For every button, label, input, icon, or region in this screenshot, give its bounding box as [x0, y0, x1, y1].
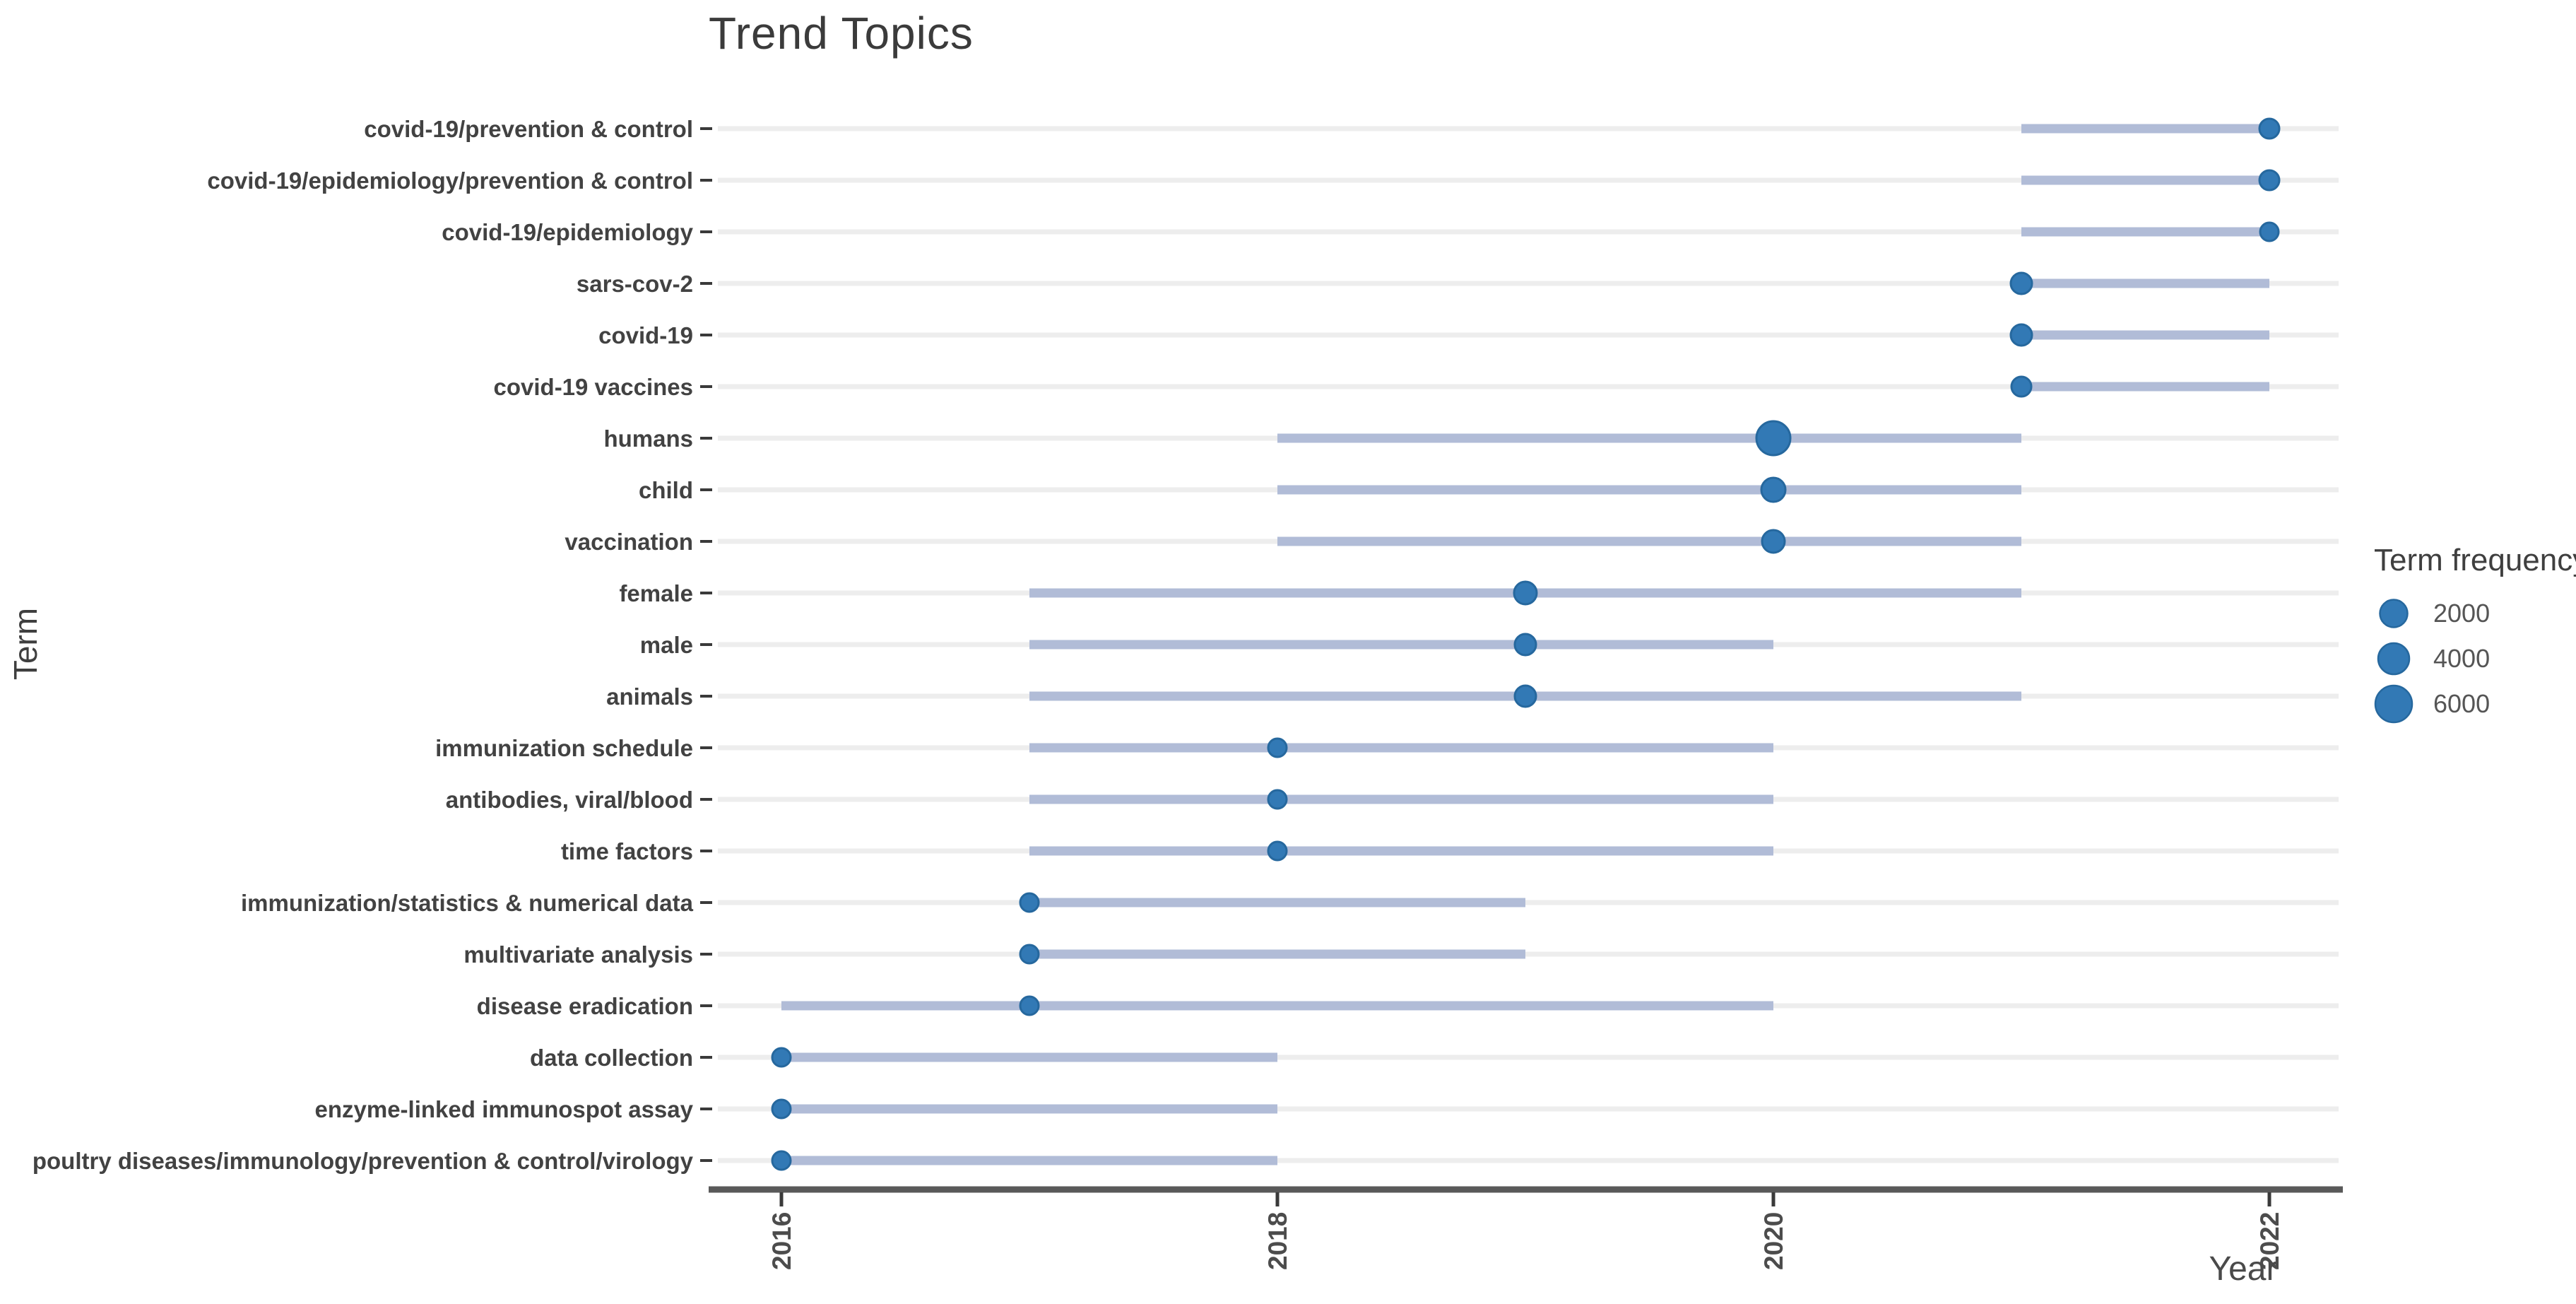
- term-frequency-dot: [1019, 892, 1040, 913]
- legend-entry: 2000: [2374, 591, 2576, 636]
- legend-entry-label: 4000: [2433, 644, 2491, 673]
- legend-entries: 2000 4000 6000: [2365, 591, 2576, 727]
- term-label: time factors: [561, 838, 693, 864]
- x-tick-label: 2022: [2255, 1212, 2284, 1270]
- legend-entry-label: 6000: [2433, 689, 2491, 718]
- chart-title: Trend Topics: [709, 8, 974, 59]
- term-label: disease eradication: [477, 993, 693, 1019]
- term-frequency-dot: [1267, 737, 1288, 758]
- term-label: antibodies, viral/blood: [446, 787, 693, 813]
- legend-size-circle: [2374, 639, 2413, 679]
- term-label: covid-19 vaccines: [494, 374, 694, 400]
- term-frequency-dot: [1267, 840, 1288, 862]
- term-frequency-dot: [1267, 789, 1288, 810]
- term-label: immunization schedule: [435, 735, 693, 761]
- legend-entry: 6000: [2374, 681, 2576, 727]
- legend-title: Term frequency: [2374, 543, 2576, 577]
- term-frequency-dot: [1019, 995, 1040, 1016]
- term-frequency-dot: [2258, 117, 2281, 140]
- term-label: animals: [606, 683, 693, 710]
- term-frequency-dot: [771, 1150, 792, 1171]
- term-label: multivariate analysis: [463, 941, 693, 968]
- term-frequency-dot: [1513, 580, 1538, 606]
- term-frequency-dot: [2259, 221, 2280, 242]
- term-label: child: [639, 477, 693, 503]
- term-label: male: [640, 632, 693, 658]
- term-frequency-dot: [1761, 529, 1786, 554]
- term-label: immunization/statistics & numerical data: [241, 890, 694, 916]
- term-frequency-dot: [771, 1098, 792, 1120]
- term-label: covid-19/prevention & control: [364, 116, 693, 142]
- legend-entry-label: 2000: [2433, 599, 2491, 628]
- term-label: covid-19/epidemiology/prevention & contr…: [207, 168, 693, 194]
- term-label: female: [619, 580, 693, 606]
- x-tick-label: 2016: [767, 1212, 796, 1270]
- term-frequency-dot: [1513, 633, 1537, 657]
- x-tick-label: 2020: [1759, 1212, 1788, 1270]
- x-tick-label: 2018: [1263, 1212, 1292, 1270]
- term-label: vaccination: [565, 529, 693, 555]
- size-legend: Term frequency 2000 4000 6000: [2365, 543, 2576, 727]
- x-axis-title: Year: [2209, 1250, 2278, 1288]
- term-label: covid-19: [598, 322, 693, 348]
- term-frequency-dot: [2258, 169, 2281, 192]
- term-frequency-dot: [771, 1047, 792, 1068]
- term-label: enzyme-linked immunospot assay: [315, 1096, 694, 1122]
- term-frequency-dot: [1755, 420, 1792, 457]
- legend-size-circle: [2374, 684, 2413, 724]
- term-frequency-dot: [1760, 476, 1787, 503]
- term-label: covid-19/epidemiology: [442, 219, 693, 245]
- term-label: sars-cov-2: [577, 271, 693, 297]
- term-frequency-dot: [1513, 684, 1537, 708]
- term-label: poultry diseases/immunology/prevention &…: [33, 1148, 694, 1174]
- term-frequency-dot: [1019, 944, 1040, 965]
- legend-entry: 4000: [2374, 636, 2576, 681]
- legend-size-circle: [2374, 594, 2413, 633]
- term-frequency-dot: [2010, 375, 2033, 398]
- term-frequency-dot: [2009, 271, 2033, 295]
- y-axis-title: Term: [7, 607, 44, 681]
- term-label: humans: [603, 425, 693, 452]
- term-label: data collection: [530, 1045, 693, 1071]
- term-frequency-dot: [2009, 323, 2033, 347]
